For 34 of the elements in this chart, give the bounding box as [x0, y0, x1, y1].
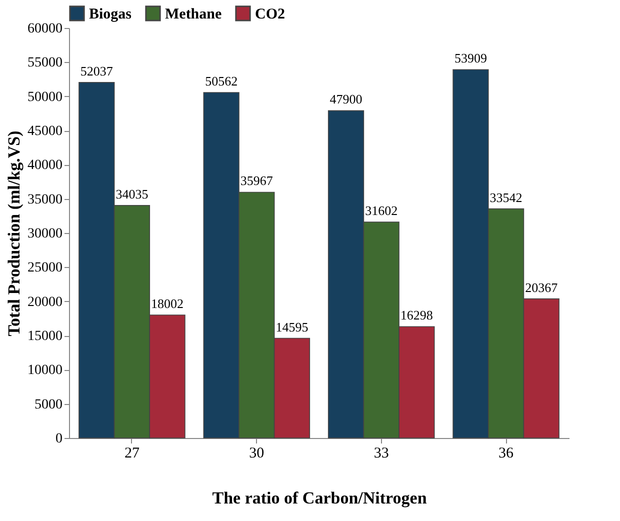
x-tick-label: 27 — [124, 446, 140, 462]
data-label: 52037 — [80, 63, 114, 78]
data-label: 33542 — [490, 190, 522, 205]
y-tick-label: 45000 — [28, 124, 62, 139]
y-tick-label: 50000 — [28, 90, 62, 105]
y-tick-label: 0 — [56, 432, 62, 446]
x-tick-label: 36 — [498, 446, 514, 462]
y-tick-label: 5000 — [34, 397, 62, 412]
data-label: 35967 — [240, 173, 274, 188]
y-tick-label: 60000 — [28, 22, 62, 36]
data-label: 34035 — [116, 186, 148, 202]
data-label: 16298 — [400, 308, 433, 323]
x-axis-title: The ratio of Carbon/Nitrogen — [212, 488, 428, 508]
data-label: 18002 — [151, 296, 184, 311]
data-label: 20367 — [525, 280, 558, 295]
data-label: 14595 — [276, 319, 308, 334]
y-tick-label: 55000 — [28, 56, 62, 71]
x-tick-label: 33 — [374, 446, 389, 462]
legend-label: Biogas — [89, 6, 132, 22]
y-axis-title: Total Production (ml/kg.VS) — [4, 130, 24, 336]
y-tick-label: 20000 — [28, 294, 62, 310]
x-tick-label: 30 — [249, 446, 264, 462]
data-label: 47900 — [330, 92, 362, 107]
data-label: 31602 — [365, 203, 398, 218]
y-tick-label: 40000 — [28, 158, 62, 174]
y-tick-label: 15000 — [28, 329, 62, 344]
data-label: 50562 — [205, 73, 238, 88]
legend-label: Methane — [165, 6, 222, 22]
y-tick-label: 35000 — [28, 192, 62, 208]
y-tick-label: 30000 — [28, 226, 62, 242]
y-tick-label: 25000 — [28, 260, 62, 276]
data-label: 53909 — [454, 50, 487, 66]
y-tick-label: 10000 — [28, 363, 62, 378]
legend-label: CO2 — [255, 6, 285, 22]
